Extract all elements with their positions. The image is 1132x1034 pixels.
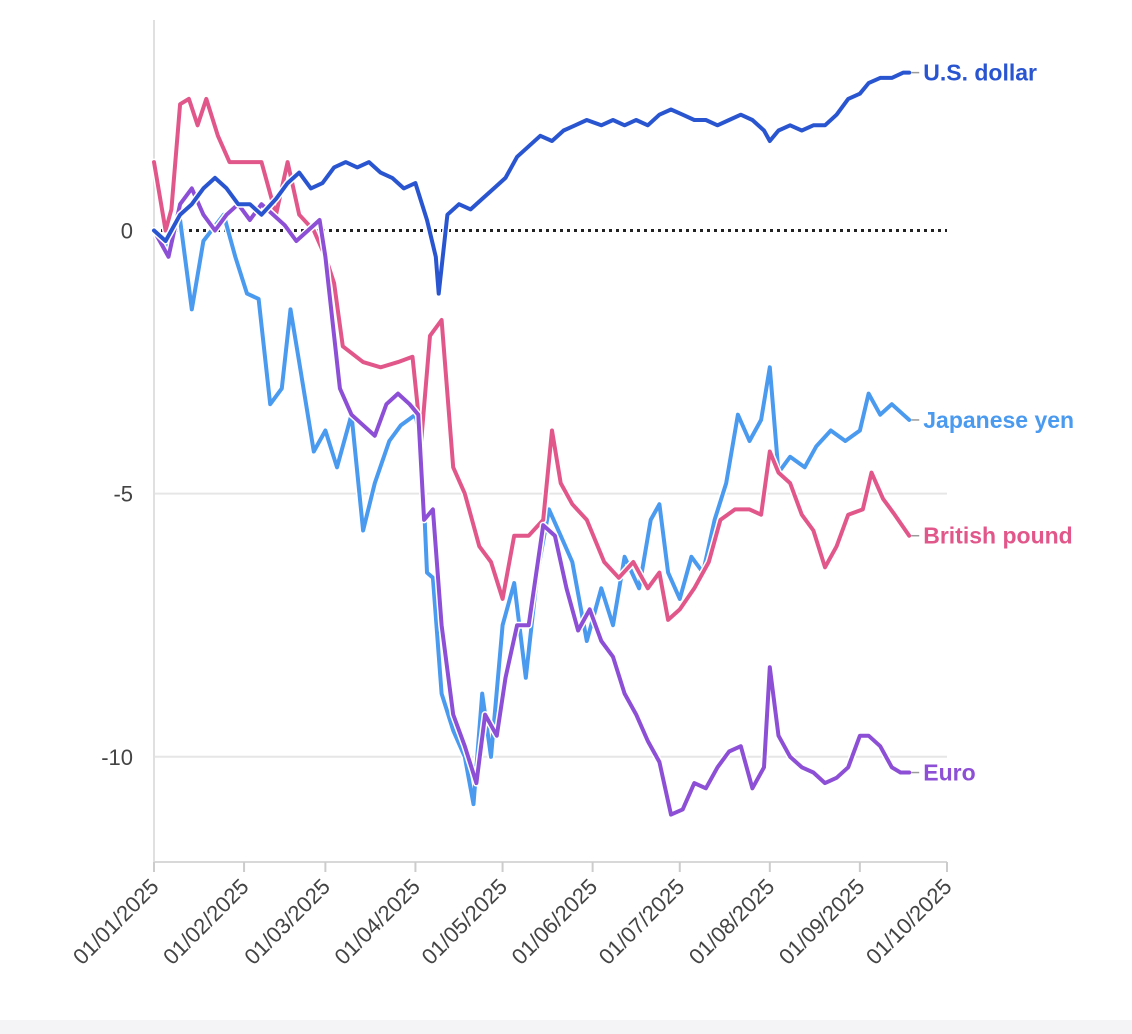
series-label: U.S. dollar — [923, 60, 1037, 86]
x-tick-label: 01/06/2025 — [507, 874, 603, 970]
x-tick-label: 01/07/2025 — [594, 874, 690, 970]
series-labels: Japanese yen British pound Euro U.S. dollar — [911, 60, 1074, 786]
series-label: British pound — [923, 523, 1072, 549]
gridlines — [154, 492, 947, 758]
x-tick-label: 01/09/2025 — [774, 874, 870, 970]
series-label: Euro — [923, 760, 975, 786]
x-tick-label: 01/04/2025 — [329, 874, 425, 970]
series-line-british-pound — [152, 96, 912, 622]
series-label: Japanese yen — [923, 407, 1074, 433]
series-line-japanese-yen — [152, 212, 912, 807]
x-tick-label: 01/10/2025 — [861, 874, 957, 970]
x-tick-label: 01/05/2025 — [417, 874, 513, 970]
y-tick-label: -5 — [113, 482, 133, 507]
series-halo — [150, 211, 913, 808]
series-line-u-s-dollar — [152, 70, 912, 296]
x-tick-label: 01/03/2025 — [239, 874, 335, 970]
y-tick-label: -10 — [101, 745, 133, 770]
x-tick-label: 01/08/2025 — [684, 874, 780, 970]
x-tick-label: 01/02/2025 — [158, 874, 254, 970]
series-lines — [150, 69, 913, 819]
x-tick-label: 01/01/2025 — [68, 874, 164, 970]
y-tick-label: 0 — [121, 219, 133, 244]
series-line-euro — [152, 186, 912, 817]
bottom-strip — [0, 1020, 1132, 1034]
